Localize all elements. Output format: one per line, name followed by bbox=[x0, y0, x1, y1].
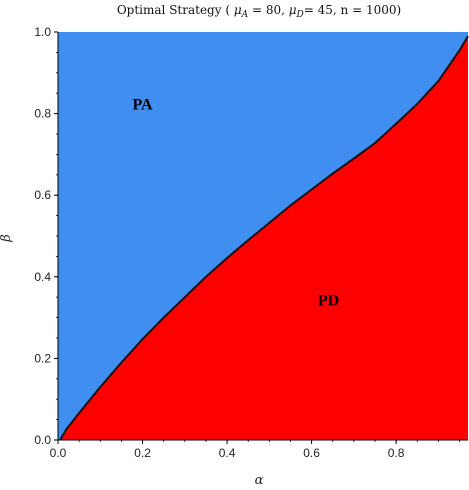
boundary-curve bbox=[59, 35, 469, 441]
y-tick-label: 0.0 bbox=[34, 433, 51, 447]
x-tick-label: 0.2 bbox=[134, 446, 151, 460]
x-tick-label: 0.0 bbox=[50, 446, 67, 460]
region-label-pd: PD bbox=[318, 292, 339, 309]
y-tick-label: 0.4 bbox=[34, 270, 51, 284]
y-tick-label: 0.6 bbox=[34, 188, 51, 202]
chart-title: Optimal Strategy ( μA = 80, μD= 45, n = … bbox=[117, 3, 401, 20]
x-tick-label: 0.8 bbox=[388, 446, 405, 460]
y-tick-label: 1.0 bbox=[34, 25, 51, 39]
y-axis-label: β bbox=[0, 234, 14, 243]
region-label-pa: PA bbox=[132, 97, 153, 114]
x-axis-label: α bbox=[255, 473, 264, 488]
x-tick-label: 0.6 bbox=[303, 446, 320, 460]
y-tick-label: 0.2 bbox=[34, 351, 51, 365]
x-tick-label: 0.4 bbox=[219, 446, 236, 460]
y-tick-label: 0.8 bbox=[34, 107, 51, 121]
region-pd-area bbox=[60, 36, 468, 440]
